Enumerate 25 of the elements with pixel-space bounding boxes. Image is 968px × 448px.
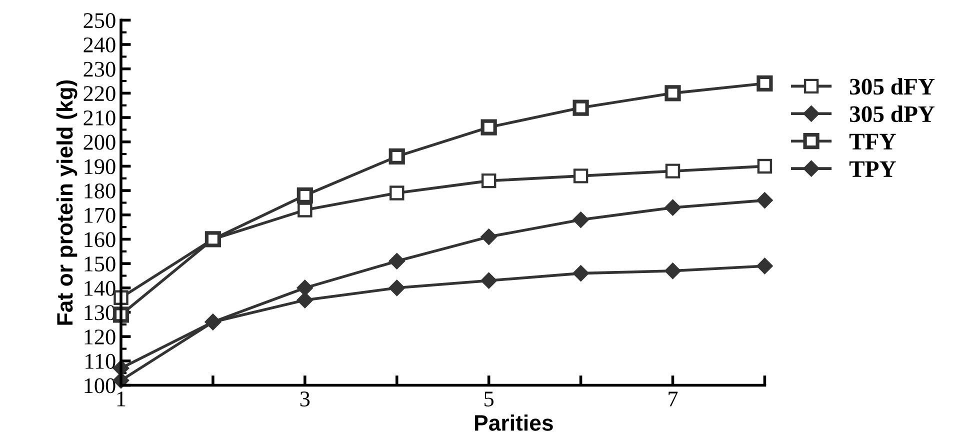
y-tick-label: 230 [84, 62, 116, 77]
y-tick-label: 170 [84, 208, 116, 223]
y-tick-label: 190 [84, 159, 116, 174]
legend-label: TFY [849, 134, 896, 150]
x-tick-label: 5 [484, 392, 494, 406]
y-tick-label: 250 [84, 13, 116, 28]
x-tick-label: 1 [117, 392, 126, 406]
y-tick-label: 210 [84, 110, 116, 126]
legend-label: TPY [849, 161, 896, 177]
y-tick-label: 220 [84, 86, 116, 102]
x-axis-title: Parities [475, 414, 553, 431]
x-tick-label: 7 [668, 392, 678, 406]
y-tick-label: 180 [84, 183, 116, 198]
legend-label: 305 dPY [850, 106, 935, 122]
legend-label: 305 dFY [850, 78, 935, 95]
x-tick-label: 3 [300, 392, 310, 406]
y-axis-title: Fat or protein yield (kg) [56, 80, 78, 325]
y-tick-label: 240 [84, 37, 116, 52]
y-tick-label: 100 [84, 378, 116, 394]
y-tick-label: 160 [84, 232, 116, 248]
y-tick-label: 120 [84, 330, 116, 345]
y-tick-label: 110 [86, 354, 116, 369]
y-tick-label: 150 [84, 256, 116, 272]
y-tick-label: 140 [84, 280, 116, 296]
y-tick-label: 200 [84, 134, 116, 150]
